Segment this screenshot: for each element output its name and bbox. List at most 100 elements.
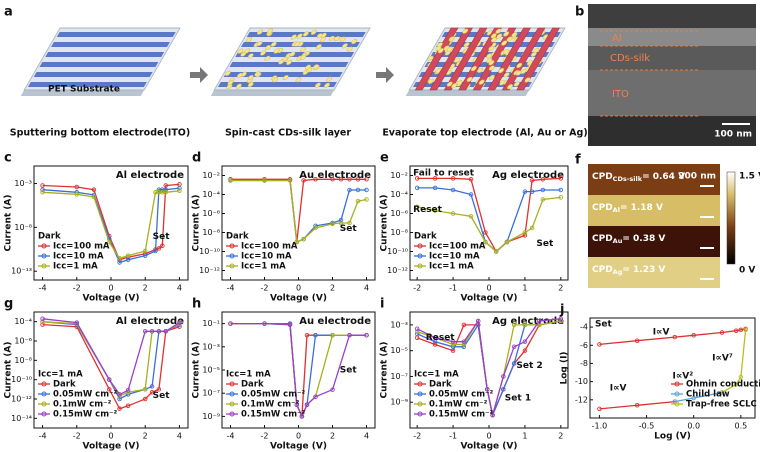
x-tick-label: 2	[143, 284, 148, 293]
data-point	[414, 204, 420, 210]
data-point	[40, 187, 45, 192]
data-point	[414, 185, 420, 191]
data-point	[364, 197, 369, 202]
bottom-electrode	[217, 82, 337, 87]
cd-particle	[488, 65, 495, 71]
x-axis-label: Voltage (V)	[270, 294, 327, 304]
series-line	[42, 323, 180, 410]
y-tick-label: 10⁻²	[390, 171, 408, 180]
annotation: Set	[536, 239, 554, 249]
y-tick-label: 10⁻⁸	[390, 228, 408, 237]
y-tick-label: 10⁻¹²	[199, 266, 220, 275]
layer-band	[588, 70, 756, 116]
y-tick-label: -4	[580, 323, 588, 332]
top-electrode	[414, 27, 459, 91]
data-point	[733, 328, 739, 333]
y-axis-label: Current (A)	[4, 194, 14, 251]
cd-particle	[226, 83, 233, 90]
data-point	[691, 333, 696, 338]
annotation: Set 2	[516, 361, 542, 371]
data-point	[177, 185, 182, 191]
cd-particle	[446, 81, 453, 87]
data-point	[304, 402, 310, 408]
data-point	[540, 187, 546, 193]
cd-particle	[260, 50, 267, 56]
cd-particle	[254, 71, 261, 77]
annotation: Set	[153, 232, 171, 242]
x-tick-label: 2	[330, 432, 335, 441]
y-axis-label: Current (A)	[380, 341, 390, 398]
layer-label: CDs-silk	[610, 53, 650, 64]
data-point	[364, 187, 369, 193]
cd-particle	[237, 48, 244, 54]
data-point	[74, 192, 80, 197]
top-electrode	[501, 27, 546, 91]
top-electrode	[487, 27, 531, 91]
legend-marker	[41, 263, 47, 269]
data-point	[117, 256, 122, 261]
bottom-electrode	[27, 82, 147, 87]
substrate	[405, 27, 566, 96]
legend-label: Dark	[241, 380, 264, 390]
data-point	[177, 320, 182, 325]
cd-particle	[511, 31, 518, 38]
data-point	[597, 406, 602, 412]
legend-label: 0.05mW cm⁻²	[53, 390, 118, 400]
annotation: I∝V	[653, 328, 670, 338]
data-point	[142, 248, 148, 254]
data-point	[558, 195, 564, 200]
data-point	[537, 318, 542, 324]
data-point	[149, 329, 155, 334]
data-point	[40, 322, 45, 327]
legend-title: Dark	[226, 232, 249, 242]
legend-label: Icc=1 mA	[429, 262, 474, 272]
data-point	[107, 387, 112, 392]
data-point	[558, 316, 564, 321]
cpd-name: CPD	[592, 172, 613, 182]
data-point	[142, 253, 148, 258]
legend-label: Icc=100 mA	[241, 242, 298, 252]
data-point	[74, 320, 80, 325]
data-point	[490, 412, 495, 418]
data-point	[40, 183, 45, 188]
data-point	[142, 329, 148, 334]
cpd-name: CPD	[592, 203, 613, 213]
cd-particle	[513, 81, 520, 87]
cd-particle	[488, 74, 495, 81]
data-point	[313, 332, 318, 338]
panel-letter: d	[192, 151, 201, 166]
colorbar-max: 1.5 V	[739, 172, 760, 182]
annotation: Reset	[426, 333, 455, 343]
x-tick-label: 2	[558, 284, 563, 293]
data-point	[540, 197, 546, 202]
data-point	[529, 178, 535, 183]
cpd-label: CPDAl= 1.18 V	[592, 203, 663, 215]
y-tick-label: 10⁻¹	[202, 319, 220, 328]
y-tick-label: 10⁻⁶	[14, 337, 32, 346]
cd-particle	[507, 84, 513, 90]
legend-label: 0.05mW cm⁻²	[241, 390, 306, 400]
cpd-map: CPDCDs-silk= 0.64 V CPDAl= 1.18 V CPDAu=…	[588, 164, 720, 288]
y-tick-label: 10⁻⁷	[390, 372, 408, 381]
cd-particle	[498, 68, 505, 74]
data-point	[338, 217, 344, 223]
data-point	[125, 388, 131, 393]
y-tick-label: 10⁻¹⁴	[11, 414, 32, 423]
legend-label: 0.15mW cm⁻²	[241, 410, 306, 420]
data-point	[40, 319, 45, 324]
legend-label: Icc=1 mA	[53, 262, 98, 272]
x-tick-label: -2	[73, 432, 81, 441]
legend-marker	[229, 243, 235, 249]
legend-marker	[229, 381, 235, 387]
cd-particle	[436, 42, 443, 48]
y-tick-label: 10⁻⁸	[202, 228, 220, 237]
data-point	[301, 236, 306, 242]
data-point	[504, 239, 510, 245]
annotation: Set	[153, 391, 171, 401]
data-point	[461, 322, 467, 328]
data-point	[156, 329, 162, 334]
cd-particle	[499, 80, 506, 86]
x-tick-label: 4	[364, 284, 369, 293]
cd-particle	[503, 49, 510, 55]
slab-side	[405, 90, 530, 96]
